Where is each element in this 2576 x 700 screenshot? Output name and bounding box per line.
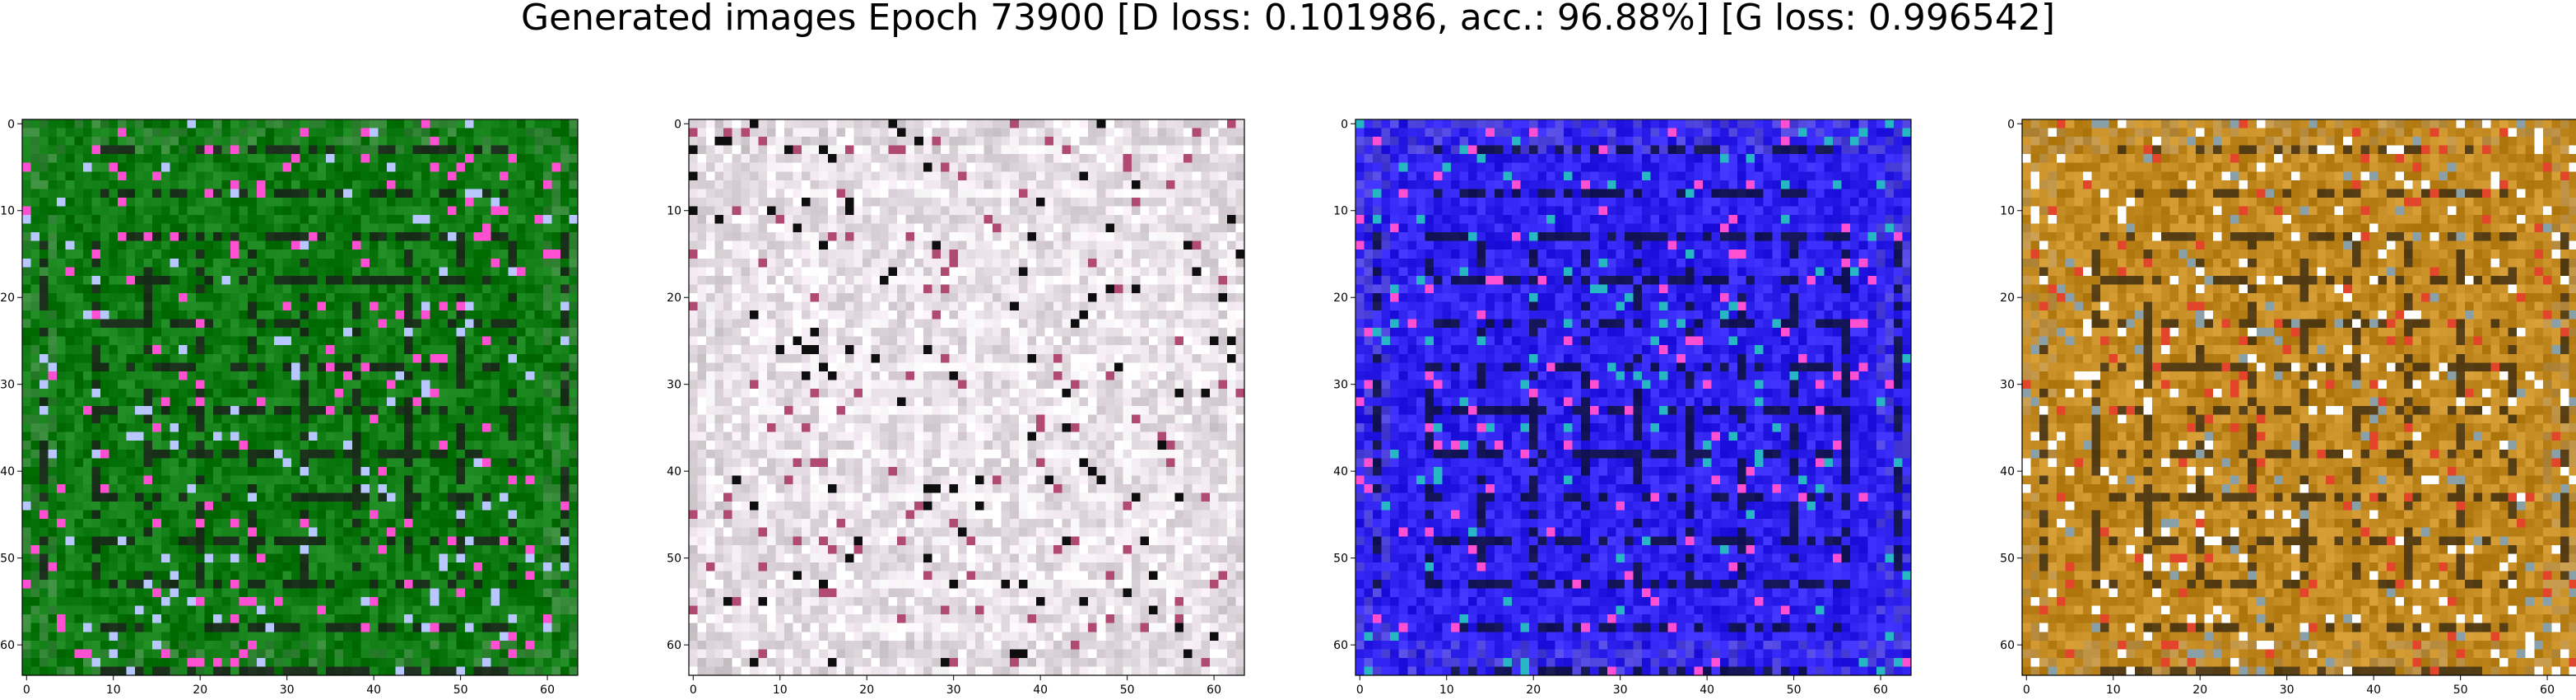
x-tick-label: 50 (1120, 684, 1135, 697)
y-tick-label: 50 (2000, 553, 2015, 566)
y-tick-label: 0 (7, 118, 15, 131)
y-tick-label: 20 (2000, 292, 2015, 305)
x-tick-label: 20 (1526, 684, 1541, 697)
axes-frame (688, 119, 1245, 676)
y-tick-label: 0 (674, 118, 681, 131)
x-tick-label: 0 (2023, 684, 2030, 697)
x-tick-label: 20 (859, 684, 874, 697)
x-tick-label: 20 (2192, 684, 2207, 697)
x-tick-label: 50 (2453, 684, 2468, 697)
generated-image-1 (22, 119, 578, 675)
y-tick-label: 40 (0, 465, 15, 478)
x-tick-label: 30 (280, 684, 295, 697)
y-tick-label: 60 (1333, 639, 1348, 652)
x-tick-label: 60 (1207, 684, 1221, 697)
x-tick-label: 20 (193, 684, 207, 697)
axes-frame (21, 119, 579, 676)
generated-image-3 (1355, 119, 1911, 675)
y-tick-label: 20 (667, 292, 681, 305)
axes-frame (2021, 119, 2576, 676)
x-tick-label: 60 (2540, 684, 2555, 697)
x-tick-label: 60 (1873, 684, 1888, 697)
x-tick-label: 30 (946, 684, 961, 697)
x-tick-label: 50 (1787, 684, 1802, 697)
x-tick-label: 10 (773, 684, 788, 697)
image-panel-4: 0 10 20 30 40 50 60 0 10 20 30 40 50 60 (2000, 118, 2576, 697)
x-tick-label: 0 (690, 684, 697, 697)
y-tick-label: 50 (667, 553, 681, 566)
y-tick-label: 30 (1333, 379, 1348, 392)
figure-title: Generated images Epoch 73900 [D loss: 0.… (520, 0, 2056, 39)
x-tick-label: 40 (1033, 684, 1048, 697)
image-panel-1: 0 10 20 30 40 50 60 0 10 20 30 40 50 60 (0, 118, 579, 697)
y-tick-label: 60 (0, 639, 15, 652)
y-tick-label: 40 (667, 465, 681, 478)
y-tick-label: 20 (1333, 292, 1348, 305)
y-tick-label: 40 (2000, 465, 2015, 478)
x-tick-label: 10 (2106, 684, 2121, 697)
image-panel-2: 0 10 20 30 40 50 60 0 10 20 30 40 50 60 (667, 118, 1245, 697)
x-tick-label: 30 (1613, 684, 1628, 697)
y-tick-label: 50 (0, 553, 15, 566)
y-tick-label: 50 (1333, 553, 1348, 566)
y-tick-label: 30 (667, 379, 681, 392)
axes-frame (1355, 119, 1912, 676)
x-tick-label: 0 (1356, 684, 1364, 697)
x-tick-label: 30 (2280, 684, 2295, 697)
x-tick-label: 40 (1700, 684, 1714, 697)
y-tick-label: 0 (2007, 118, 2015, 131)
y-tick-label: 20 (0, 292, 15, 305)
y-tick-label: 60 (2000, 639, 2015, 652)
y-tick-label: 10 (1333, 205, 1348, 218)
x-tick-label: 40 (2366, 684, 2381, 697)
x-tick-label: 10 (106, 684, 121, 697)
y-tick-label: 10 (667, 205, 681, 218)
x-tick-label: 40 (366, 684, 381, 697)
y-tick-label: 0 (1341, 118, 1348, 131)
x-tick-label: 60 (540, 684, 555, 697)
y-tick-label: 30 (0, 379, 15, 392)
generated-image-4 (2022, 119, 2576, 675)
y-tick-label: 40 (1333, 465, 1348, 478)
x-tick-label: 0 (23, 684, 30, 697)
y-tick-label: 30 (2000, 379, 2015, 392)
y-tick-label: 10 (2000, 205, 2015, 218)
x-tick-label: 50 (453, 684, 468, 697)
generated-image-2 (689, 119, 1244, 675)
x-tick-label: 10 (1439, 684, 1454, 697)
y-tick-label: 10 (0, 205, 15, 218)
image-panel-3: 0 10 20 30 40 50 60 0 10 20 30 40 50 60 (1333, 118, 1912, 697)
y-tick-label: 60 (667, 639, 681, 652)
